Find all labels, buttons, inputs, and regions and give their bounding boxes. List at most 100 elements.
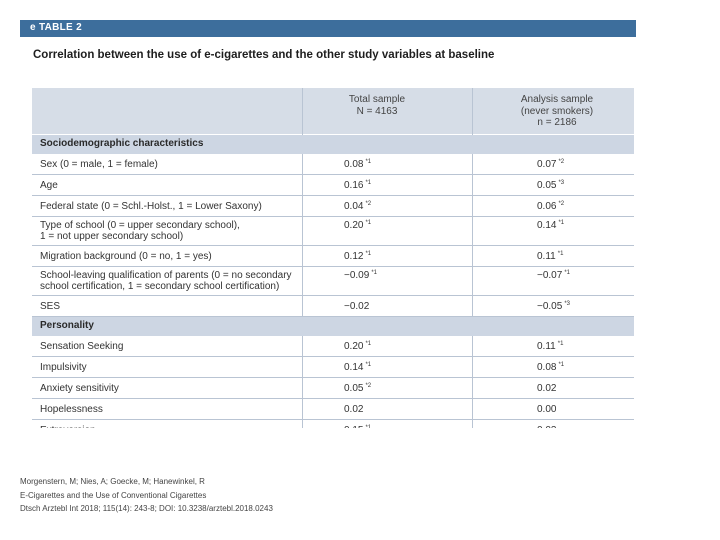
column-header-line: n = 2186 (537, 117, 577, 128)
row-label-line: school certification, 1 = secondary scho… (40, 281, 280, 292)
significance-marker: *2 (365, 201, 372, 207)
analysis-sample-value: 0.06 *2 (537, 201, 564, 212)
row-label-line: 1 = not upper secondary school) (40, 231, 184, 242)
column-header-row: Total sample N = 4163 Analysis sample (n… (32, 88, 634, 135)
row-label: Sex (0 = male, 1 = female) (40, 159, 158, 170)
source-citation: Morgenstern, M; Nies, A; Goecke, M; Hane… (20, 475, 273, 516)
column-header-line: Total sample (348, 94, 406, 105)
analysis-sample-value: 0.07 *2 (537, 159, 564, 170)
table-label: e TABLE 2 (30, 22, 82, 33)
row-label: Sensation Seeking (40, 341, 123, 352)
row-label-line: Type of school (0 = upper secondary scho… (40, 220, 240, 231)
row-label-line: Age (40, 180, 58, 191)
table-row: Type of school (0 = upper secondary scho… (32, 217, 634, 246)
table-row: Hopelessness 0.02 0.00 (32, 399, 634, 420)
significance-marker: *2 (365, 383, 372, 389)
row-label: Impulsivity (40, 362, 87, 373)
significance-marker: *1 (365, 341, 372, 347)
total-sample-value: −0.02 (344, 301, 369, 312)
significance-marker: *1 (564, 270, 570, 276)
column-header-line: Analysis sample (520, 94, 594, 105)
table-row: Age 0.16 *1 0.05 *3 (32, 175, 634, 196)
total-sample-value: 0.05 *2 (344, 383, 371, 394)
analysis-sample-value: 0.11 *1 (537, 251, 563, 262)
correlation-value: 0.02 (344, 404, 364, 415)
row-label-line: Sensation Seeking (40, 341, 124, 352)
row-label: Migration background (0 = no, 1 = yes) (40, 251, 212, 262)
significance-marker: *3 (558, 180, 565, 186)
total-sample-value: 0.20 *1 (344, 341, 371, 352)
table-row: SES −0.02 −0.05 *3 (32, 296, 634, 317)
section-title: Personality (40, 320, 94, 331)
table-caption: Correlation between the use of e-cigaret… (33, 49, 495, 61)
table-label-band: e TABLE 2 (20, 20, 636, 37)
total-sample-value: 0.15*1 (344, 425, 371, 428)
source-line: Dtsch Arztebl Int 2018; 115(14): 243-8; … (20, 504, 273, 513)
column-header-total: Total sample N = 4163 (312, 94, 442, 117)
row-label: Anxiety sensitivity (40, 383, 119, 394)
significance-marker: *1 (558, 362, 565, 368)
total-sample-value: 0.20 *1 (344, 220, 371, 231)
row-label-line: Extraversion (40, 425, 96, 428)
total-sample-value: 0.16 *1 (344, 180, 371, 191)
analysis-sample-value: 0.14 *1 (537, 220, 564, 231)
analysis-sample-value: 0.03 (537, 425, 556, 428)
total-sample-value: 0.02 (344, 404, 363, 415)
significance-marker: *3 (564, 301, 570, 307)
section-header: Personality (32, 317, 634, 336)
analysis-sample-value: −0.05 *3 (537, 301, 570, 312)
correlation-value: 0.00 (537, 404, 557, 415)
column-divider (302, 88, 303, 428)
significance-marker: *1 (557, 341, 564, 347)
correlation-value: 0.20 (344, 341, 364, 352)
row-label: Extraversion (40, 425, 96, 428)
table-row: School-leaving qualification of parents … (32, 267, 634, 296)
analysis-sample-value: 0.05 *3 (537, 180, 564, 191)
significance-marker: *2 (558, 201, 565, 207)
analysis-sample-value: −0.07 *1 (537, 270, 570, 281)
correlation-value: 0.08 (344, 159, 364, 170)
total-sample-value: −0.09 *1 (344, 270, 377, 281)
column-header-line: N = 4163 (356, 105, 398, 117)
correlation-value: −0.07 (537, 270, 563, 281)
row-label-line: Hopelessness (40, 404, 103, 415)
correlation-value: 0.04 (344, 201, 364, 212)
correlation-value: 0.07 (537, 159, 557, 170)
section-title: Sociodemographic characteristics (40, 138, 204, 149)
correlation-value: 0.14 (344, 362, 364, 373)
total-sample-value: 0.04 *2 (344, 201, 371, 212)
row-label-line: SES (40, 301, 61, 312)
table-row: Sensation Seeking 0.20 *1 0.11 *1 (32, 336, 634, 357)
total-sample-value: 0.08 *1 (344, 159, 371, 170)
correlation-value: 0.15 (344, 425, 363, 428)
total-sample-value: 0.14 *1 (344, 362, 371, 373)
correlation-value: −0.02 (344, 301, 370, 312)
analysis-sample-value: 0.02 (537, 383, 556, 394)
table-figure: e TABLE 2 Correlation between the use of… (20, 20, 636, 428)
correlation-value: 0.02 (537, 383, 557, 394)
correlation-value: 0.05 (344, 383, 364, 394)
correlation-value: −0.05 (537, 301, 563, 312)
correlation-value: 0.20 (344, 220, 364, 231)
row-label: Federal state (0 = Schl.-Holst., 1 = Low… (40, 201, 262, 212)
significance-marker: *1 (365, 180, 372, 186)
table-row: Sex (0 = male, 1 = female) 0.08 *1 0.07 *2 (32, 154, 634, 175)
table-row: Federal state (0 = Schl.-Holst., 1 = Low… (32, 196, 634, 217)
correlation-value: −0.09 (344, 270, 370, 281)
total-sample-value: 0.12 *1 (344, 251, 371, 262)
row-label-line: Federal state (0 = Schl.-Holst., 1 = Low… (40, 201, 262, 212)
table-row: Extraversion 0.15*1 0.03 (32, 420, 634, 428)
correlation-value: 0.03 (537, 425, 556, 428)
analysis-sample-value: 0.08 *1 (537, 362, 564, 373)
significance-marker: *1 (558, 220, 565, 226)
row-label: Hopelessness (40, 404, 103, 415)
source-line: E-Cigarettes and the Use of Conventional… (20, 490, 207, 500)
row-label-line: Impulsivity (40, 362, 87, 373)
significance-marker: *1 (371, 270, 377, 276)
correlation-value: 0.11 (537, 341, 556, 352)
column-header-line: (never smokers) (520, 105, 594, 117)
row-label: School-leaving qualification of parents … (40, 270, 292, 292)
significance-marker: *1 (365, 159, 372, 165)
table-row: Migration background (0 = no, 1 = yes) 0.… (32, 246, 634, 267)
analysis-sample-value: 0.11 *1 (537, 341, 563, 352)
